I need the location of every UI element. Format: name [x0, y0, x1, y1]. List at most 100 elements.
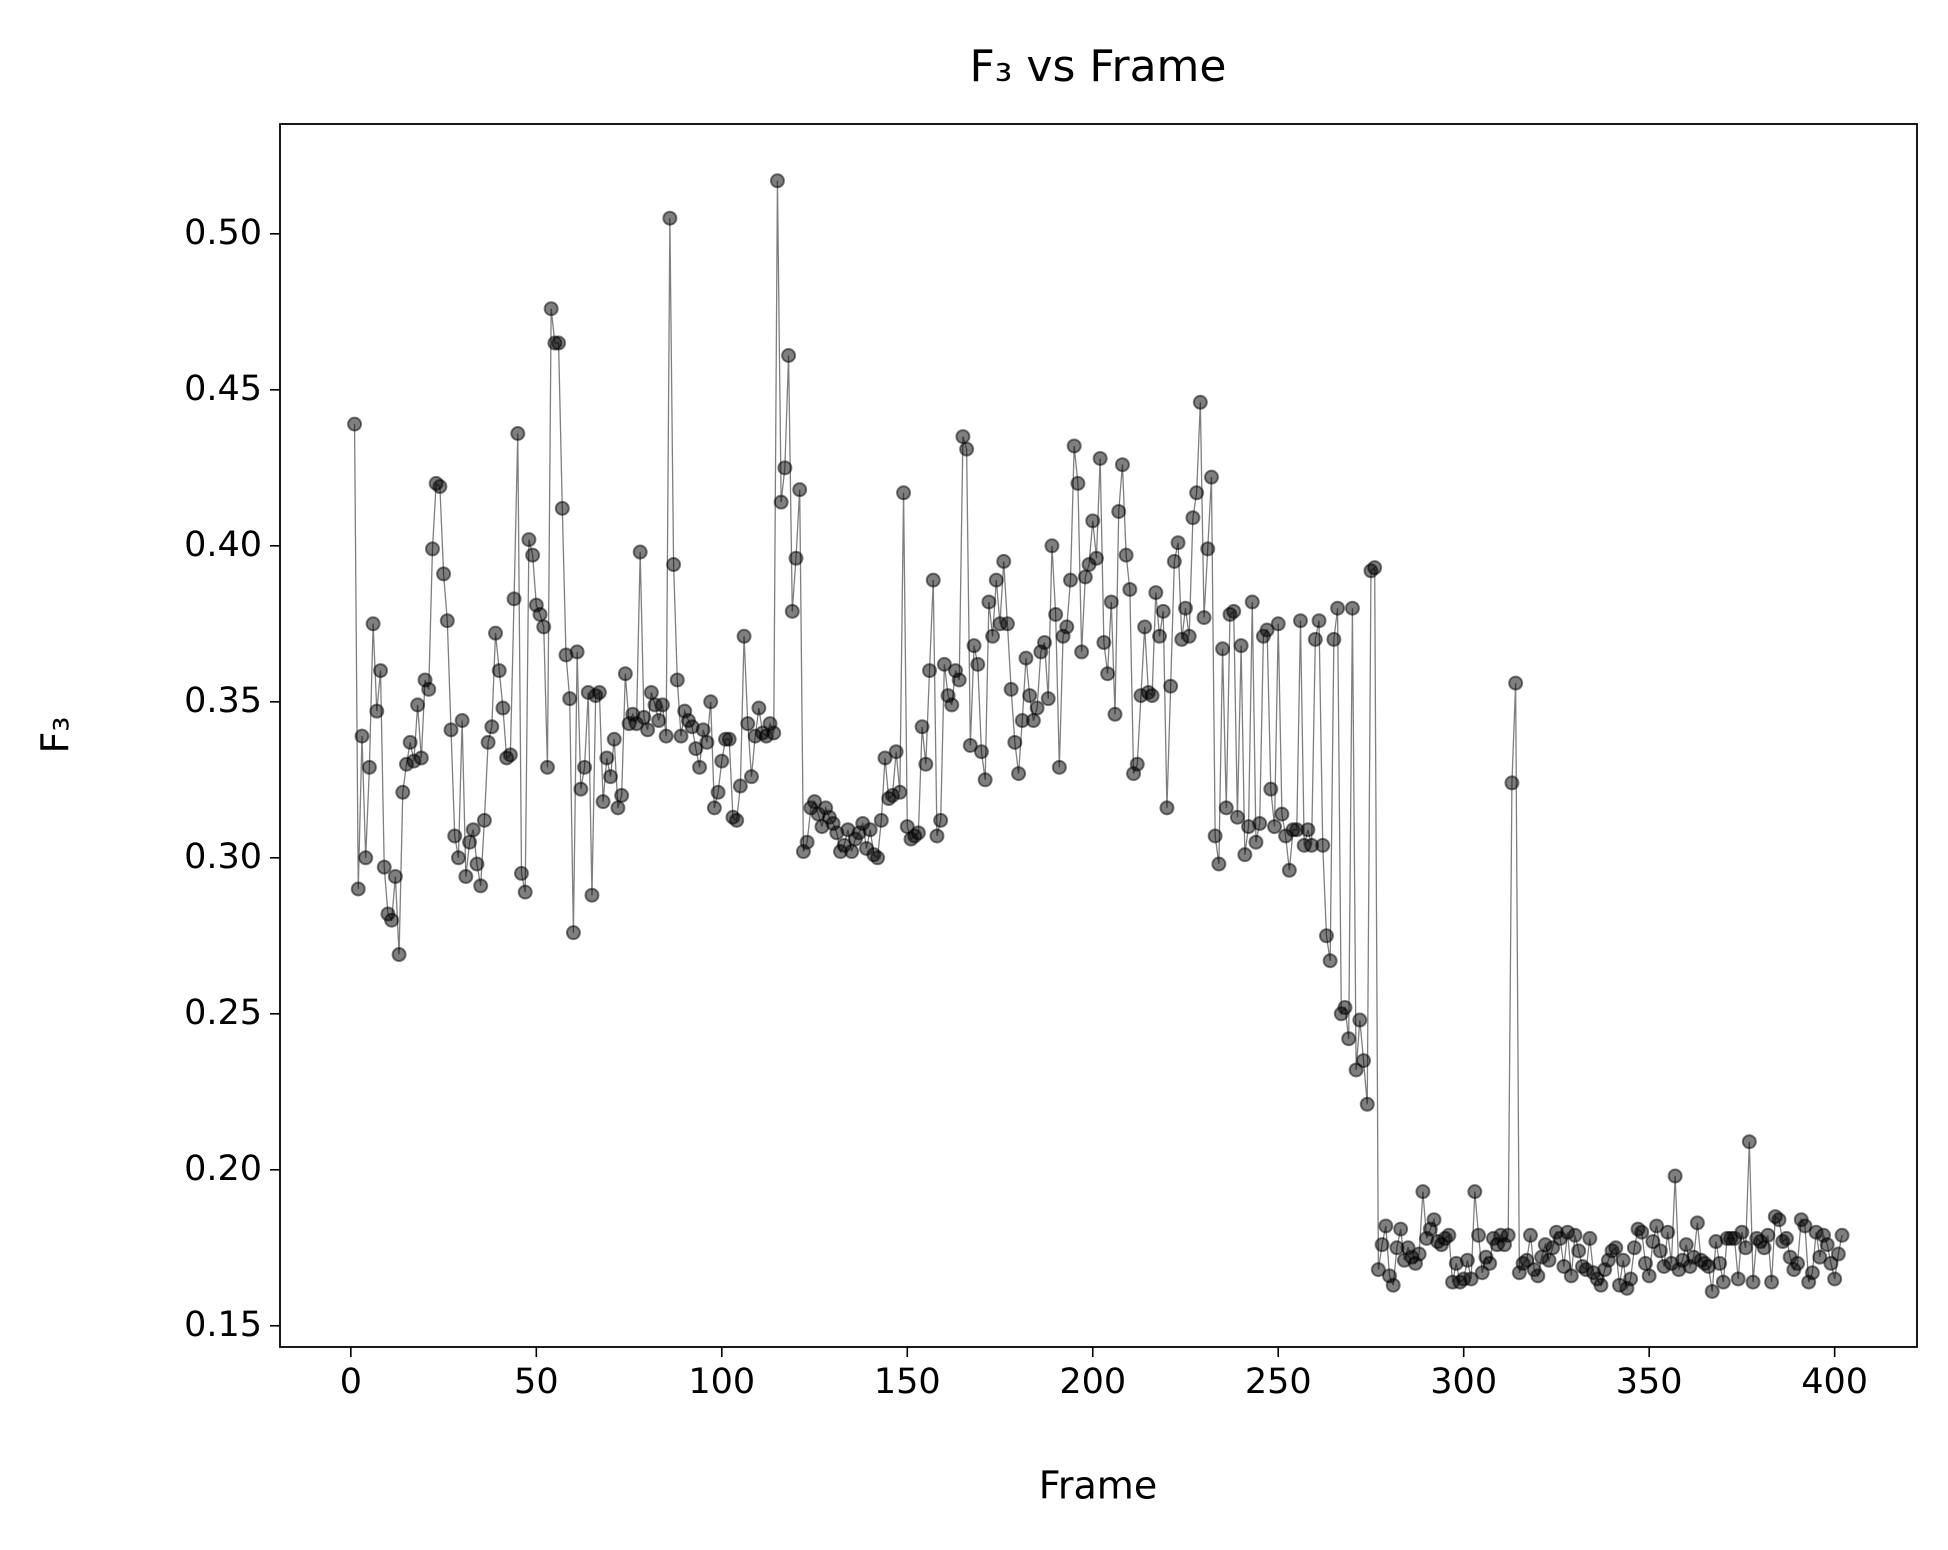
data-point — [651, 713, 667, 729]
x-tick-label: 200 — [1059, 1362, 1126, 1402]
data-point — [1044, 538, 1060, 554]
data-point — [1003, 681, 1019, 697]
data-point — [424, 541, 440, 557]
data-point — [1129, 756, 1145, 772]
data-point — [636, 709, 652, 725]
data-point — [1760, 1227, 1776, 1243]
data-point — [1207, 828, 1223, 844]
data-point — [1059, 619, 1075, 635]
x-tick-label: 100 — [688, 1362, 755, 1402]
data-point — [1352, 1012, 1368, 1028]
data-point — [1652, 1243, 1668, 1259]
data-point — [1137, 619, 1153, 635]
data-point — [1177, 600, 1193, 616]
data-point — [1307, 631, 1323, 647]
data-point — [1152, 628, 1168, 644]
data-point — [1274, 806, 1290, 822]
data-point — [1730, 1271, 1746, 1287]
data-point — [751, 700, 767, 716]
data-point — [1819, 1237, 1835, 1253]
data-point — [955, 429, 971, 445]
y-tick-label: 0.30 — [184, 837, 262, 877]
data-point — [714, 753, 730, 769]
data-point — [1107, 706, 1123, 722]
data-point — [1745, 1274, 1761, 1290]
data-point — [962, 737, 978, 753]
data-point — [1356, 1053, 1372, 1069]
data-point — [1315, 837, 1331, 853]
y-tick-label: 0.40 — [184, 525, 262, 565]
data-point — [1830, 1246, 1846, 1262]
data-point — [469, 856, 485, 872]
data-point — [584, 887, 600, 903]
data-point — [376, 859, 392, 875]
data-point — [1370, 1262, 1386, 1278]
data-point — [1344, 600, 1360, 616]
data-point — [1378, 1218, 1394, 1234]
data-point — [703, 694, 719, 710]
data-point — [1077, 569, 1093, 585]
plot-frame — [279, 123, 1918, 1348]
data-point — [1040, 691, 1056, 707]
data-point — [565, 925, 581, 941]
data-point — [488, 625, 504, 641]
data-point — [877, 750, 893, 766]
data-point — [603, 769, 619, 785]
data-point — [1181, 628, 1197, 644]
data-point — [985, 628, 1001, 644]
data-point — [569, 644, 585, 660]
data-point — [632, 544, 648, 560]
data-point — [1756, 1240, 1772, 1256]
data-point — [1482, 1255, 1498, 1271]
data-point — [521, 532, 537, 548]
data-point — [844, 844, 860, 860]
data-point — [1571, 1243, 1587, 1259]
data-point — [1467, 1184, 1483, 1200]
data-point — [1229, 809, 1245, 825]
data-point — [402, 734, 418, 750]
data-point — [1100, 666, 1116, 682]
data-point — [729, 812, 745, 828]
data-point — [391, 947, 407, 963]
data-point — [1504, 775, 1520, 791]
data-point — [1300, 822, 1316, 838]
data-point — [640, 722, 656, 738]
data-point — [1051, 759, 1067, 775]
data-point — [1318, 928, 1334, 944]
data-point — [350, 881, 366, 897]
data-point — [384, 912, 400, 928]
data-point — [562, 691, 578, 707]
data-point — [925, 572, 941, 588]
data-point — [922, 663, 938, 679]
data-point — [617, 666, 633, 682]
data-point — [606, 731, 622, 747]
data-point — [1359, 1096, 1375, 1112]
data-point — [959, 441, 975, 457]
data-point — [1066, 438, 1082, 454]
data-point — [1567, 1227, 1583, 1243]
data-point — [421, 681, 437, 697]
data-point — [443, 722, 459, 738]
data-point — [695, 722, 711, 738]
data-point — [1330, 600, 1346, 616]
data-point — [781, 347, 797, 363]
data-point — [1096, 635, 1112, 651]
data-point — [454, 713, 470, 729]
data-point — [792, 482, 808, 498]
data-point — [1804, 1265, 1820, 1281]
data-point — [1471, 1227, 1487, 1243]
data-point — [1778, 1230, 1794, 1246]
data-point — [517, 884, 533, 900]
x-tick-label: 150 — [874, 1362, 941, 1402]
data-point — [1185, 510, 1201, 526]
data-point — [973, 744, 989, 760]
data-point — [1226, 603, 1242, 619]
data-point — [1393, 1221, 1409, 1237]
data-point — [873, 812, 889, 828]
y-tick-label: 0.50 — [184, 213, 262, 253]
data-point — [1085, 513, 1101, 529]
data-point — [1500, 1227, 1516, 1243]
data-point — [554, 500, 570, 516]
